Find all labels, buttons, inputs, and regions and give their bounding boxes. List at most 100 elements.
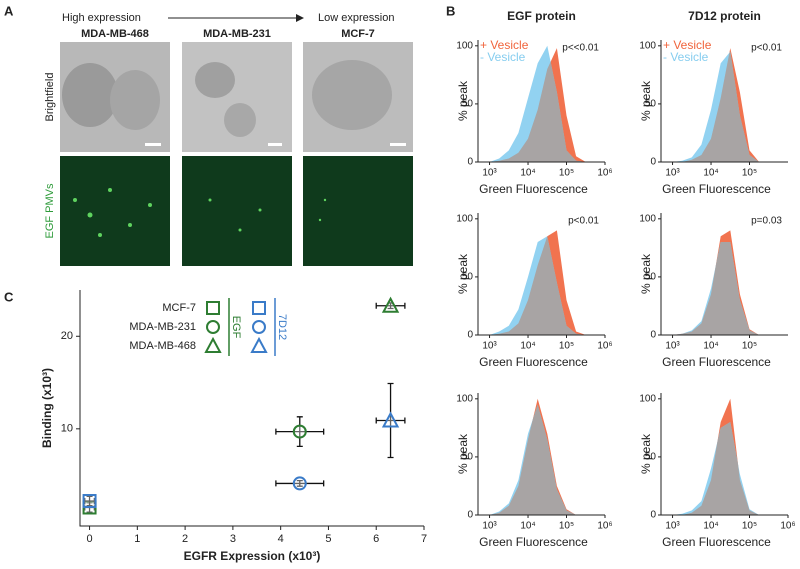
- marker: [82, 494, 97, 509]
- marker: [206, 301, 220, 315]
- x-tick-label: 10³: [665, 341, 680, 352]
- histogram-overlap: [489, 404, 586, 515]
- legend-entry: - Vesicle: [663, 50, 709, 64]
- y-axis-label: % peak: [639, 80, 653, 121]
- x-axis-label: Green Fluorescence: [479, 535, 588, 549]
- x-tick-label: 4: [278, 533, 284, 545]
- error-bar: [275, 480, 325, 487]
- panel-title: 7D12 protein: [688, 9, 761, 23]
- x-axis-label: Green Fluorescence: [479, 355, 588, 369]
- x-tick-label: 10³: [665, 521, 680, 532]
- y-tick-label: 20: [61, 330, 73, 342]
- y-tick-label: 50: [645, 272, 657, 283]
- y-tick-label: 0: [650, 157, 656, 168]
- x-axis-label: Green Fluorescence: [479, 182, 588, 196]
- header: High expression: [62, 12, 141, 24]
- marker: [292, 476, 307, 491]
- marker: [381, 411, 400, 428]
- x-tick-label: 10⁶: [597, 168, 612, 179]
- x-tick-label: 10⁴: [520, 521, 535, 532]
- x-tick-label: 7: [421, 533, 427, 545]
- legend-entry: + Vesicle: [663, 38, 712, 52]
- histogram-overlap: [489, 236, 586, 335]
- y-tick-label: 0: [467, 510, 473, 521]
- y-axis-label: Binding (x10³): [40, 368, 54, 448]
- y-axis-label: % peak: [456, 433, 470, 474]
- y-tick-label: 100: [639, 40, 656, 51]
- y-tick-label: 0: [650, 330, 656, 341]
- y-tick-label: 50: [462, 99, 474, 110]
- histogram-overlap: [489, 48, 586, 162]
- y-tick-label: 50: [462, 272, 474, 283]
- panel-title: EGF protein: [507, 9, 576, 23]
- panel-label: B: [446, 3, 455, 18]
- legend-entry: + Vesicle: [480, 38, 529, 52]
- marker: [252, 320, 266, 334]
- x-tick-label: 10⁵: [559, 341, 574, 352]
- x-tick-label: 1: [134, 533, 140, 545]
- y-tick-label: 100: [639, 393, 656, 404]
- x-axis-label: Green Fluorescence: [662, 355, 771, 369]
- x-tick-label: 10⁶: [597, 341, 612, 352]
- histogram-overlap: [672, 422, 769, 515]
- x-tick-label: 10⁴: [520, 168, 535, 179]
- legend-series: EGF: [230, 316, 242, 339]
- header: Low expression: [318, 12, 394, 24]
- y-axis-label: % peak: [456, 80, 470, 121]
- x-tick-label: 5: [325, 533, 331, 545]
- y-tick-label: 50: [645, 452, 657, 463]
- y-tick-label: 100: [456, 213, 473, 224]
- x-tick-label: 10⁶: [597, 521, 612, 532]
- y-axis-label: % peak: [456, 253, 470, 294]
- marker: [381, 296, 400, 313]
- legend-category: MDA-MB-231: [129, 321, 196, 333]
- x-tick-label: 10⁵: [559, 521, 574, 532]
- y-tick-label: 0: [650, 510, 656, 521]
- x-tick-label: 10⁴: [703, 341, 718, 352]
- panel-label: C: [4, 289, 14, 304]
- x-tick-label: 10³: [482, 341, 497, 352]
- panel-label: A: [4, 3, 14, 18]
- cell-line: MDA-MB-468: [81, 28, 149, 40]
- error-bar: [375, 302, 406, 309]
- x-tick-label: 10³: [482, 521, 497, 532]
- x-tick-label: 10⁴: [520, 341, 535, 352]
- x-tick-label: 10³: [665, 168, 680, 179]
- x-tick-label: 10³: [482, 168, 497, 179]
- marker: [206, 320, 220, 334]
- y-tick-label: 0: [467, 157, 473, 168]
- marker: [292, 424, 307, 439]
- y-axis-label: % peak: [639, 433, 653, 474]
- legend-series: 7D12: [276, 314, 288, 340]
- x-tick-label: 0: [86, 533, 92, 545]
- x-tick-label: 3: [230, 533, 236, 545]
- marker: [250, 336, 268, 353]
- cell-line: MCF-7: [341, 28, 375, 40]
- x-tick-label: 10⁵: [559, 168, 574, 179]
- error-bar: [84, 498, 95, 505]
- x-axis-label: Green Fluorescence: [662, 182, 771, 196]
- row-label: EGF PMVs: [44, 183, 56, 239]
- y-axis-label: % peak: [639, 253, 653, 294]
- x-tick-label: 6: [373, 533, 379, 545]
- annotation: p<<0.01: [562, 43, 599, 54]
- annotation: p<0.01: [751, 43, 782, 54]
- y-tick-label: 100: [456, 393, 473, 404]
- x-tick-label: 10⁴: [703, 168, 718, 179]
- annotation: p=0.03: [751, 216, 782, 227]
- y-tick-label: 100: [639, 213, 656, 224]
- cell-line: MDA-MB-231: [203, 28, 271, 40]
- row-label: Brightfield: [44, 73, 56, 122]
- error-bar: [375, 417, 406, 424]
- histogram-overlap: [672, 242, 769, 335]
- x-tick-label: 10⁵: [742, 168, 757, 179]
- x-axis-label: Green Fluorescence: [662, 535, 771, 549]
- x-tick-label: 10⁶: [780, 521, 795, 532]
- microscopy: [60, 14, 413, 266]
- error-bar: [275, 428, 325, 435]
- marker: [204, 336, 222, 353]
- x-tick-label: 10⁵: [742, 521, 757, 532]
- y-tick-label: 100: [456, 40, 473, 51]
- x-axis-label: EGFR Expression (x10³): [184, 549, 321, 563]
